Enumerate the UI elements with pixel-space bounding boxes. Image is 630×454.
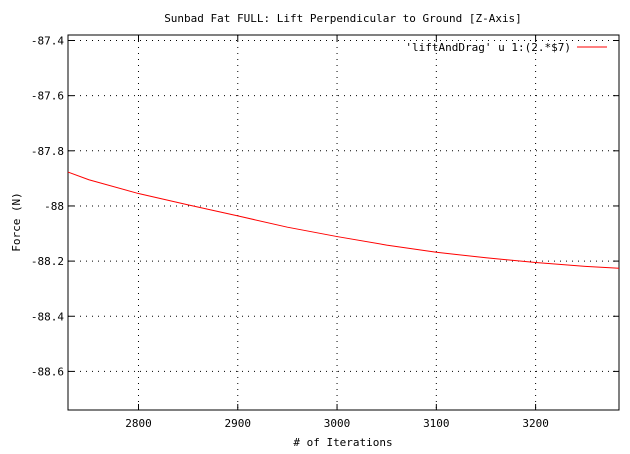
- series-line: [67, 171, 620, 269]
- chart-title: Sunbad Fat FULL: Lift Perpendicular to G…: [164, 12, 522, 25]
- grid: [68, 35, 619, 410]
- x-tick-label: 2900: [225, 417, 252, 430]
- series-layer: [67, 171, 620, 269]
- y-tick-label: -87.4: [31, 35, 64, 48]
- plot-frame: [67, 34, 620, 411]
- legend-entry-label: 'liftAndDrag' u 1:(2.*$7): [405, 41, 571, 54]
- y-tick-label: -87.6: [31, 90, 64, 103]
- x-tick-label: 2800: [125, 417, 152, 430]
- axis-ticks: -87.4 -87.6 -87.8 -88 -88.2 -88.4 -88.6 2800 290…: [31, 35, 619, 430]
- x-tick-label: 3200: [522, 417, 549, 430]
- x-tick-label: 3000: [324, 417, 351, 430]
- y-axis-label: Force (N): [10, 192, 23, 252]
- x-tick-label: 3100: [423, 417, 450, 430]
- y-tick-label: -87.8: [31, 145, 64, 158]
- y-tick-label: -88.6: [31, 365, 64, 378]
- y-tick-label: -88: [44, 200, 64, 213]
- legend: 'liftAndDrag' u 1:(2.*$7): [405, 41, 607, 54]
- y-tick-label: -88.4: [31, 310, 64, 323]
- x-axis-label: # of Iterations: [293, 436, 392, 449]
- y-tick-label: -88.2: [31, 255, 64, 268]
